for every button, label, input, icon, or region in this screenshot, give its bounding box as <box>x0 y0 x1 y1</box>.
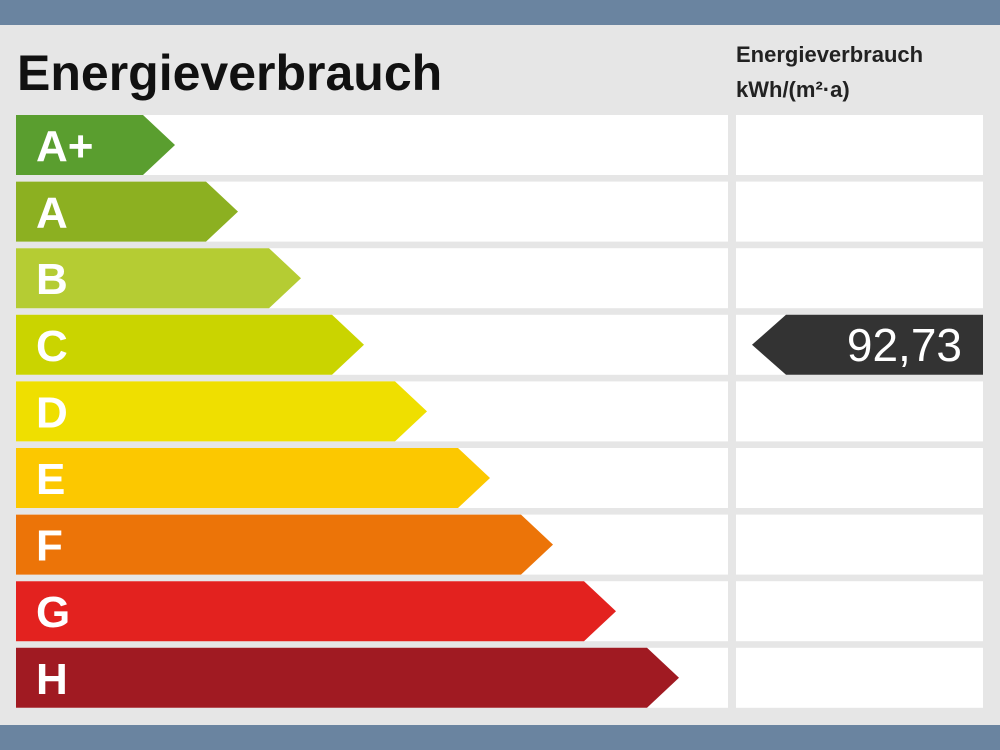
top-bar <box>0 0 1000 25</box>
class-arrow <box>16 115 175 175</box>
class-arrow <box>16 581 616 642</box>
class-arrow <box>16 514 553 575</box>
class-arrow <box>16 314 364 375</box>
class-label: F <box>36 522 63 571</box>
value-cell <box>736 115 983 175</box>
unit-title: Energieverbrauch <box>736 42 923 67</box>
value-cell <box>736 181 983 242</box>
value-marker <box>752 314 983 375</box>
class-arrow <box>16 181 238 242</box>
value-cell <box>736 448 983 508</box>
class-label: E <box>36 455 65 504</box>
class-arrow <box>16 647 679 708</box>
class-label: H <box>36 655 68 704</box>
value-cell <box>736 581 983 642</box>
class-arrow <box>16 381 427 442</box>
value-cell <box>736 514 983 575</box>
title: Energieverbrauch <box>17 45 442 101</box>
value-label: 92,73 <box>847 319 962 371</box>
class-label: A <box>36 189 68 238</box>
value-cell <box>736 248 983 309</box>
value-cell <box>736 647 983 708</box>
class-label: A+ <box>36 122 93 171</box>
class-label: G <box>36 588 70 637</box>
bottom-bar <box>0 725 1000 750</box>
class-label: C <box>36 322 68 371</box>
value-cell <box>736 381 983 442</box>
unit: kWh/(m²·a) <box>736 77 850 102</box>
class-label: D <box>36 388 68 437</box>
class-arrow <box>16 248 301 309</box>
class-label: B <box>36 255 68 304</box>
class-arrow <box>16 448 490 508</box>
